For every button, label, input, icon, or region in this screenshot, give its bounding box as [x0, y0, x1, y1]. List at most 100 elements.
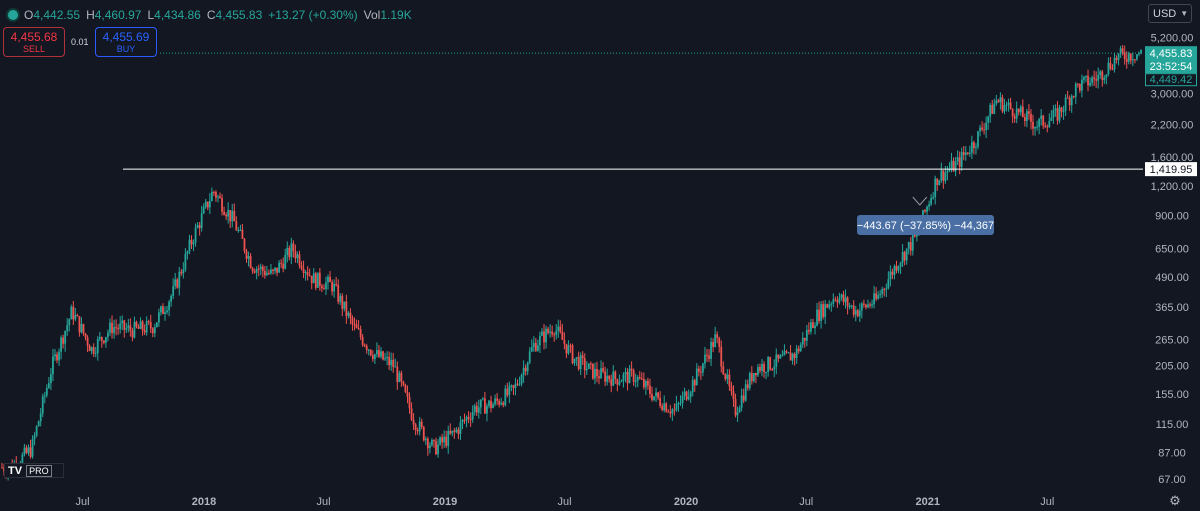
candle-body — [1062, 110, 1065, 112]
candle-body — [524, 367, 527, 372]
candle-body — [223, 211, 225, 215]
candle-body — [162, 306, 164, 314]
candle-body — [316, 272, 319, 288]
spread-value: 0.01 — [71, 37, 89, 47]
candle-body — [638, 376, 641, 379]
candle-body — [245, 250, 248, 259]
candle-body — [243, 238, 246, 251]
candle-body — [842, 294, 845, 303]
candle-body — [1091, 77, 1093, 83]
candle-body — [789, 352, 792, 361]
y-tick-label: 87.00 — [1158, 447, 1186, 459]
candle-body — [117, 328, 120, 330]
candle-body — [685, 391, 688, 400]
candle-body — [567, 345, 570, 354]
candle-body — [871, 304, 873, 306]
candle-body — [31, 439, 34, 457]
candle-body — [337, 284, 340, 302]
candle-body — [644, 380, 647, 388]
candle-body — [394, 366, 397, 368]
candle-body — [251, 268, 254, 272]
candle-body — [757, 366, 759, 376]
candle-body — [347, 312, 350, 316]
candle-body — [373, 354, 376, 360]
candle-body — [74, 315, 77, 320]
candle-body — [1034, 127, 1036, 129]
candle-body — [771, 369, 774, 371]
candle-body — [459, 422, 462, 434]
candle-body — [675, 403, 678, 410]
candle-body — [461, 419, 464, 423]
candle-body — [801, 337, 804, 345]
candle-body — [528, 351, 531, 363]
candle-body — [329, 276, 331, 283]
candle-body — [740, 395, 743, 408]
x-tick-label: 2021 — [915, 496, 939, 508]
candle-body — [1127, 53, 1130, 62]
candle-body — [369, 349, 372, 356]
candle-body — [1052, 110, 1055, 118]
tradingview-logo[interactable]: TV PRO — [4, 463, 64, 478]
candle-body — [465, 416, 468, 421]
candle-body — [166, 310, 168, 313]
candle-body — [636, 376, 639, 381]
candle-body — [818, 309, 820, 322]
candle-body — [231, 210, 234, 222]
sell-button[interactable]: 4,455.68 SELL — [3, 27, 65, 57]
x-tick-label: 2019 — [433, 496, 457, 508]
candle-body — [1056, 108, 1059, 121]
candle-body — [1117, 53, 1120, 60]
candle-body — [376, 350, 378, 355]
x-tick-label: Jul — [799, 496, 813, 508]
candle-body — [386, 356, 389, 359]
candle-body — [39, 413, 42, 422]
candle-body — [408, 396, 411, 409]
candle-body — [1111, 68, 1114, 70]
candle-body — [781, 355, 784, 357]
candle-body — [1123, 52, 1126, 60]
candle-body — [182, 269, 185, 274]
buy-button[interactable]: 4,455.69 BUY — [95, 27, 157, 57]
candle-body — [981, 127, 983, 130]
candle-body — [1078, 83, 1081, 91]
candle-body — [569, 345, 572, 347]
candle-body — [948, 169, 951, 171]
candle-body — [414, 424, 417, 431]
candle-body — [463, 419, 466, 421]
candle-body — [221, 197, 223, 212]
candle-body — [987, 116, 990, 123]
candle-body — [836, 300, 839, 303]
candle-body — [241, 229, 244, 239]
candle-body — [424, 438, 427, 441]
candle-body — [726, 374, 729, 380]
candle-body — [873, 293, 875, 305]
candle-body — [534, 342, 537, 351]
candle-body — [325, 282, 327, 290]
candle-body — [862, 303, 865, 305]
candle-body — [942, 170, 945, 181]
candle-body — [814, 325, 816, 329]
candle-body — [441, 437, 444, 443]
candle-body — [1083, 77, 1085, 80]
candle-body — [451, 430, 454, 434]
candle-body — [147, 321, 150, 323]
candle-body — [594, 368, 596, 379]
candle-body — [1070, 96, 1073, 106]
gear-icon[interactable]: ⚙ — [1169, 493, 1181, 508]
candle-body — [208, 201, 211, 208]
candle-body — [58, 351, 60, 361]
measurement-box[interactable] — [857, 215, 994, 235]
candle-body — [883, 288, 886, 290]
buy-price: 4,455.69 — [102, 29, 150, 44]
candle-body — [659, 397, 662, 407]
candle-body — [930, 197, 933, 205]
candle-body — [738, 407, 741, 413]
candle-body — [860, 303, 863, 311]
candle-body — [1081, 79, 1083, 91]
candle-body — [1003, 105, 1006, 112]
currency-select[interactable]: USD ▼ — [1148, 4, 1192, 23]
candle-body — [545, 328, 547, 343]
candle-body — [233, 210, 236, 222]
candle-body — [732, 391, 735, 400]
